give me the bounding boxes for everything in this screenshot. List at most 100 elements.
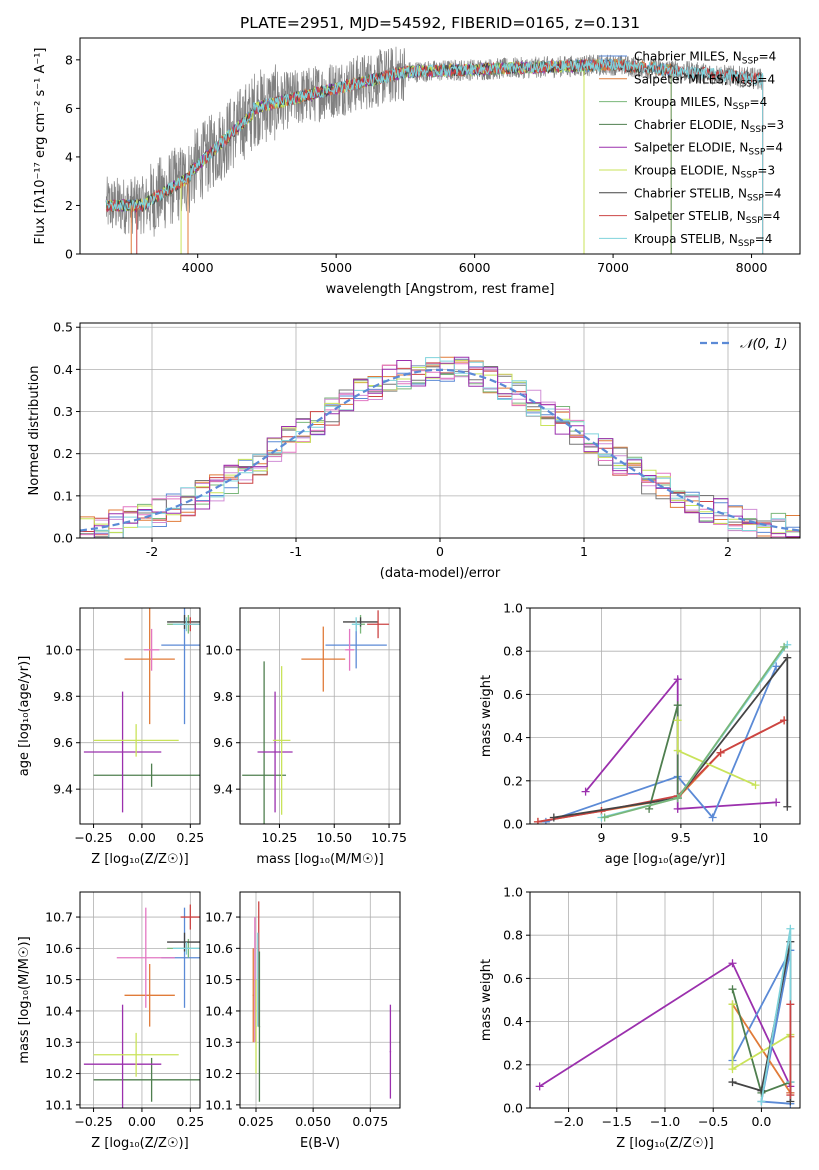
plus-marker bbox=[541, 817, 550, 824]
y-tick-label: 10.1 bbox=[45, 1097, 73, 1112]
x-tick-label: −0.25 bbox=[74, 1114, 112, 1129]
x-tick-label: 0.0 bbox=[751, 1114, 771, 1129]
plus-marker bbox=[673, 804, 682, 813]
plus-marker bbox=[757, 1097, 766, 1106]
error-bar-point bbox=[351, 617, 361, 632]
plus-marker bbox=[772, 662, 781, 671]
error-bar-point bbox=[301, 626, 346, 692]
plus-marker bbox=[751, 781, 760, 790]
y-tick-label: 10.0 bbox=[45, 642, 73, 657]
x-tick-label: -1 bbox=[290, 544, 302, 559]
plot-area bbox=[83, 608, 200, 813]
y-tick-label: 0.0 bbox=[503, 817, 523, 832]
x-tick-label: −1.5 bbox=[602, 1114, 632, 1129]
error-bar-point bbox=[257, 932, 259, 1027]
legend-label: Salpeter MILES, NSSP=4 bbox=[634, 72, 775, 89]
weight-series bbox=[600, 642, 789, 822]
y-tick-label: 0.8 bbox=[503, 928, 523, 943]
y-tick-label: 0.6 bbox=[503, 971, 523, 986]
plus-marker bbox=[728, 1078, 737, 1087]
panel-0: 4000 5000 6000 7000 8000 0 2 4 6 8 wavelength [Ang… bbox=[33, 37, 801, 297]
panel-6: 0.025 0.050 0.075 10.1 10.2 10.3 10.4 10.5 10.6 1… bbox=[205, 891, 401, 1151]
legend-label: Kroupa ELODIE, NSSP=3 bbox=[634, 164, 775, 181]
x-tick-label: −0.25 bbox=[74, 830, 112, 845]
y-tick-label: 0 bbox=[65, 247, 73, 262]
plus-marker bbox=[673, 746, 682, 755]
x-axis-label: Z [log₁₀(Z/Z☉)] bbox=[91, 1136, 188, 1151]
plus-marker bbox=[786, 924, 795, 933]
x-tick-label: 4000 bbox=[182, 260, 214, 275]
plus-marker bbox=[728, 1065, 737, 1074]
y-axis-label: Flux [fλ10⁻¹⁷ erg cm⁻² s⁻¹ A⁻¹] bbox=[33, 48, 48, 245]
error-bar-point bbox=[258, 951, 261, 1102]
y-axis-label: mass weight bbox=[479, 675, 494, 757]
axes-frame bbox=[79, 607, 201, 825]
weight-line bbox=[601, 644, 789, 819]
legend-label: 𝒩(0, 1) bbox=[740, 337, 787, 352]
y-tick-label: 9.8 bbox=[53, 689, 73, 704]
error-bar-point bbox=[180, 904, 200, 930]
plot-area bbox=[252, 901, 392, 1102]
error-bar-point bbox=[272, 666, 291, 815]
plus-marker bbox=[533, 817, 542, 824]
plus-marker bbox=[716, 748, 725, 757]
y-tick-label: 0.2 bbox=[53, 446, 73, 461]
plus-marker bbox=[673, 675, 682, 684]
weight-line bbox=[545, 665, 778, 823]
error-bar-point bbox=[343, 617, 379, 627]
error-bar-point bbox=[257, 691, 293, 813]
error-bar-point bbox=[83, 691, 162, 813]
x-tick-label: 1 bbox=[580, 544, 588, 559]
y-tick-label: 0.4 bbox=[503, 1014, 523, 1029]
plus-marker bbox=[780, 642, 789, 651]
x-axis-label: Z [log₁₀(Z/Z☉)] bbox=[616, 1136, 713, 1151]
y-tick-label: 8 bbox=[65, 52, 73, 67]
x-tick-label: 6000 bbox=[459, 260, 491, 275]
plus-marker bbox=[708, 813, 717, 822]
y-axis-label: age [log₁₀(age/yr)] bbox=[17, 656, 32, 777]
legend-label: Chabrier ELODIE, NSSP=3 bbox=[634, 118, 784, 135]
weight-series bbox=[533, 716, 789, 824]
x-tick-label: 9.5 bbox=[671, 830, 691, 845]
x-tick-label: 2 bbox=[724, 544, 732, 559]
y-tick-label: 10.4 bbox=[45, 1003, 73, 1018]
legend-label: Kroupa STELIB, NSSP=4 bbox=[634, 232, 772, 249]
panel-7: −2.0 −1.5 −1.0 −0.5 0.0 0.0 0.2 0.4 0.6 0.8 1.0 Z [… bbox=[479, 885, 801, 1151]
y-tick-label: 0.0 bbox=[53, 531, 73, 546]
x-tick-label: 0.025 bbox=[238, 1114, 274, 1129]
x-tick-label: 0.050 bbox=[295, 1114, 331, 1129]
x-tick-label: 0.00 bbox=[128, 830, 156, 845]
y-tick-label: 10.3 bbox=[45, 1035, 73, 1050]
legend-label: Kroupa MILES, NSSP=4 bbox=[634, 95, 767, 112]
weight-line bbox=[648, 704, 679, 810]
axes-frame bbox=[79, 891, 201, 1109]
weight-series bbox=[786, 1000, 795, 1100]
legend-label: Salpeter STELIB, NSSP=4 bbox=[634, 209, 780, 226]
chart-title: PLATE=2951, MJD=54592, FIBERID=0165, z=0… bbox=[240, 14, 640, 32]
y-tick-label: 10.5 bbox=[205, 972, 233, 987]
y-tick-label: 0.0 bbox=[503, 1101, 523, 1116]
y-tick-label: 0.8 bbox=[503, 644, 523, 659]
y-tick-label: 9.4 bbox=[213, 782, 233, 797]
plus-marker bbox=[772, 798, 781, 807]
x-axis-label: wavelength [Angstrom, rest frame] bbox=[326, 282, 555, 297]
panel-3: 10.25 10.50 10.75 9.4 9.6 9.8 10.0 mass [log₁₀(… bbox=[205, 607, 407, 867]
plus-marker bbox=[673, 794, 682, 803]
plus-marker bbox=[728, 1000, 737, 1009]
y-tick-label: 2 bbox=[65, 198, 73, 213]
error-bar-point bbox=[116, 907, 175, 1008]
weight-line bbox=[731, 949, 792, 1105]
y-tick-label: 10.7 bbox=[205, 910, 233, 925]
error-bar-point bbox=[93, 763, 200, 787]
y-tick-label: 10.1 bbox=[205, 1097, 233, 1112]
x-axis-label: mass [log₁₀(M/M☉)] bbox=[256, 852, 383, 867]
y-tick-label: 9.4 bbox=[53, 782, 73, 797]
legend-label: Salpeter ELODIE, NSSP=4 bbox=[634, 141, 783, 158]
x-tick-label: 10 bbox=[752, 830, 768, 845]
y-tick-label: 10.2 bbox=[205, 1066, 233, 1081]
y-tick-label: 0.1 bbox=[53, 488, 73, 503]
y-tick-label: 1.0 bbox=[503, 885, 523, 900]
axes-frame bbox=[239, 607, 401, 825]
error-bar-point bbox=[161, 608, 200, 725]
